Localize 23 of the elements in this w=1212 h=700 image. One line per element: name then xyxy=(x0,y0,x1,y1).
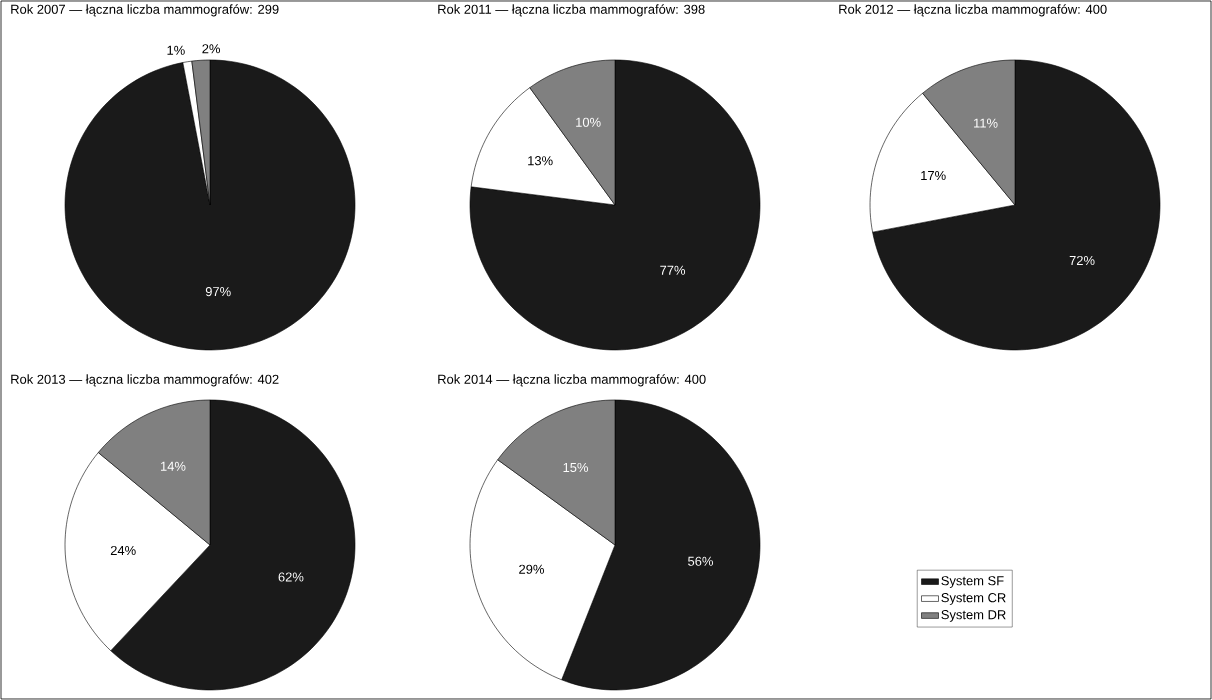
data-label: 11% xyxy=(974,118,998,128)
data-label: 56% xyxy=(688,556,713,566)
legend-label: System SF xyxy=(941,576,1004,588)
chart-title: Rok 2014 — łączna liczba mammografów: 400 xyxy=(438,374,706,387)
chart-title: Rok 2013 — łączna liczba mammografów: 402 xyxy=(11,374,279,387)
data-label: 62% xyxy=(278,572,304,582)
data-label: 1% xyxy=(167,45,185,55)
chart-title: Rok 2011 — łączna liczba mammografów: 398 xyxy=(438,4,705,17)
data-label: 2% xyxy=(202,44,221,54)
legend-label: System DR xyxy=(941,610,1006,622)
data-label: 10% xyxy=(576,117,601,127)
data-label: 13% xyxy=(528,156,553,166)
data-label: 15% xyxy=(563,462,589,473)
chart-title: Rok 2012 — łączna liczba mammografów: 400 xyxy=(839,4,1107,17)
data-label: 72% xyxy=(1069,255,1095,266)
data-label: 29% xyxy=(519,564,544,574)
data-label: 24% xyxy=(110,545,136,556)
data-label: 14% xyxy=(160,461,186,471)
chart-title: Rok 2007 — łączna liczba mammografów: 299 xyxy=(11,4,279,17)
data-label: 97% xyxy=(205,287,231,297)
data-label: 17% xyxy=(921,170,946,181)
data-label: 77% xyxy=(660,265,686,275)
legend-label: System CR xyxy=(941,593,1006,605)
